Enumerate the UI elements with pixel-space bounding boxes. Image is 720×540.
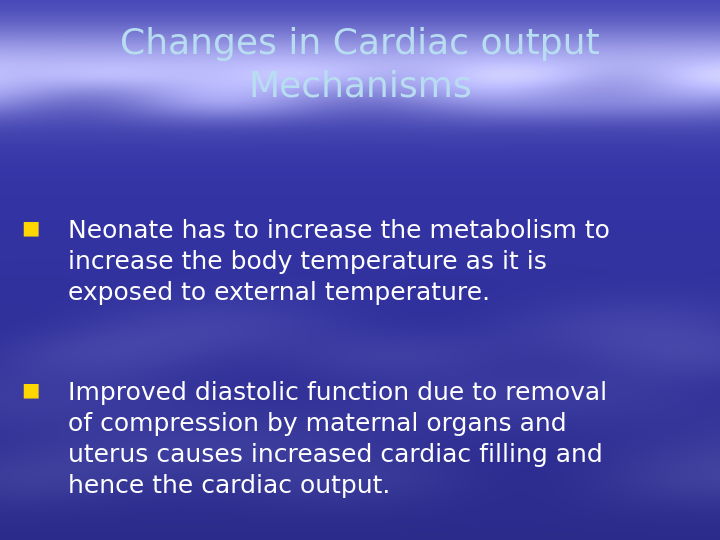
Text: Changes in Cardiac output
Mechanisms: Changes in Cardiac output Mechanisms	[120, 27, 600, 103]
Text: Neonate has to increase the metabolism to
increase the body temperature as it is: Neonate has to increase the metabolism t…	[68, 219, 611, 305]
Text: Improved diastolic function due to removal
of compression by maternal organs and: Improved diastolic function due to remov…	[68, 381, 608, 498]
Text: ■: ■	[22, 381, 40, 400]
Text: ■: ■	[22, 219, 40, 238]
